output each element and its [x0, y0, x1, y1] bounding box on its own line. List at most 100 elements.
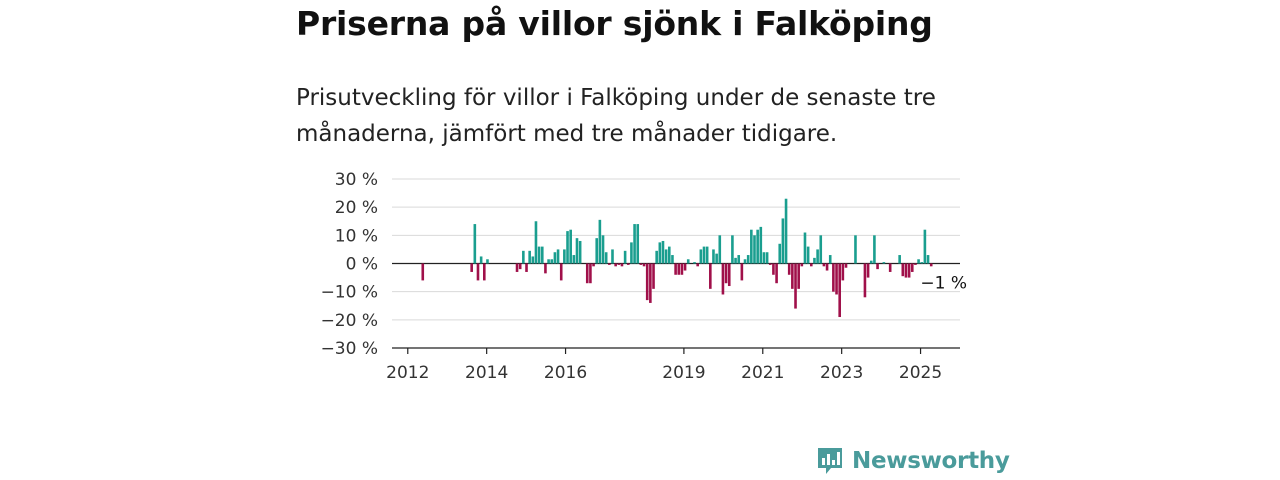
bar: [575, 238, 579, 264]
bar: [718, 235, 722, 264]
bar: [589, 263, 592, 284]
bar: [661, 240, 665, 264]
bar: [608, 263, 611, 265]
bar: [595, 238, 599, 264]
bar: [664, 249, 668, 264]
bar-series: [421, 198, 933, 318]
bar: [702, 246, 706, 264]
bar: [762, 252, 766, 264]
bar: [623, 250, 627, 264]
bar: [559, 263, 563, 281]
x-axis-tick-labels: 2012 2014 2016 2019 2021 2023 2025: [386, 363, 942, 383]
bar: [920, 262, 924, 264]
bar: [528, 250, 531, 264]
bar: [578, 240, 582, 264]
bar: [734, 257, 737, 264]
bar: [835, 263, 838, 295]
bar: [888, 263, 892, 272]
bar: [479, 256, 483, 264]
bar: [778, 243, 782, 264]
y-tick-label: −20 %: [321, 311, 378, 331]
bar: [737, 255, 741, 264]
bar: [775, 263, 778, 284]
x-tick-label: 2014: [465, 363, 508, 383]
bar: [483, 263, 486, 281]
bar: [649, 263, 652, 303]
bar: [652, 263, 655, 289]
bar: [693, 262, 696, 264]
x-tick-label: 2012: [386, 363, 429, 383]
bar: [531, 256, 535, 264]
bar: [522, 250, 525, 264]
brand-logo: Newsworthy: [816, 446, 1010, 476]
x-tick-label: 2019: [662, 363, 705, 383]
bar: [746, 255, 750, 264]
bar: [470, 263, 473, 272]
bar: [515, 263, 519, 272]
bar: [473, 224, 477, 264]
x-tick-label: 2021: [741, 363, 784, 383]
chart-title: Priserna på villor sjönk i Falköping: [296, 4, 933, 43]
bar: [803, 232, 807, 264]
bar: [645, 263, 649, 301]
bar: [784, 198, 788, 264]
bar: [547, 259, 550, 264]
bar: [756, 229, 759, 264]
bar: [614, 263, 617, 267]
bar: [800, 263, 804, 267]
bar: [633, 224, 636, 264]
bar: [794, 263, 797, 309]
bar: [518, 263, 522, 270]
price-change-bar-chart: 30 %20 %10 %0 %−10 %−20 %−30 % 2012 2014 2…: [321, 170, 967, 383]
bar: [537, 246, 541, 264]
bar: [832, 263, 835, 292]
bar: [869, 260, 873, 264]
last-value-label: −1 %: [920, 274, 967, 294]
bar: [926, 255, 930, 264]
bar: [709, 263, 712, 289]
bar: [863, 263, 867, 298]
bar: [898, 255, 901, 264]
bar: [907, 263, 911, 278]
bar: [683, 263, 687, 271]
y-tick-label: −30 %: [321, 339, 378, 359]
bar: [816, 249, 819, 264]
bar: [712, 249, 715, 264]
bar: [636, 224, 640, 264]
bar: [781, 218, 785, 264]
bar: [838, 263, 841, 318]
bar: [819, 235, 823, 264]
bar: [806, 246, 810, 264]
bar: [566, 231, 569, 264]
bar: [553, 252, 557, 264]
bar: [696, 263, 699, 267]
bar: [743, 259, 747, 264]
brand-name: Newsworthy: [852, 448, 1010, 474]
bar: [686, 259, 690, 264]
bar: [705, 246, 709, 264]
bar: [901, 263, 905, 277]
bar: [611, 249, 614, 264]
bar: [534, 221, 538, 264]
bar: [592, 263, 595, 267]
bar: [772, 263, 775, 275]
y-tick-label: 30 %: [335, 170, 378, 190]
bar: [731, 235, 734, 264]
bar: [844, 263, 848, 268]
bar: [540, 246, 544, 264]
bar: [563, 249, 566, 264]
bar: [620, 263, 624, 267]
last-value-annotation: −1 %: [920, 274, 967, 294]
bar: [768, 263, 772, 265]
y-tick-label: 0 %: [346, 255, 378, 275]
bar: [642, 263, 646, 267]
bar: [585, 263, 589, 284]
bar: [569, 229, 572, 264]
bar: [866, 263, 870, 278]
bar: [876, 263, 879, 270]
bar: [753, 235, 756, 264]
y-tick-label: −10 %: [321, 283, 378, 303]
bar: [525, 263, 528, 272]
y-tick-label: 20 %: [335, 198, 378, 218]
bar: [658, 242, 662, 264]
